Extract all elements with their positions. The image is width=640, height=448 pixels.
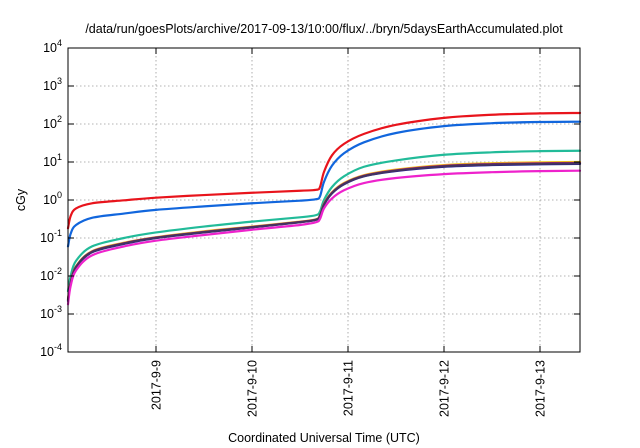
y-tick-label: 104 (43, 38, 62, 55)
chart-title: /data/run/goesPlots/archive/2017-09-13/1… (85, 22, 563, 36)
y-tick-label: 100 (43, 190, 62, 207)
series-line-8 (66, 169, 582, 306)
y-tick-label: 10-3 (40, 304, 62, 321)
series-line-2 (66, 120, 582, 248)
axis-ticks (68, 47, 580, 353)
x-tick-label: 2017-9-9 (150, 360, 164, 410)
series-line-1 (66, 111, 582, 230)
x-axis-label: Coordinated Universal Time (UTC) (228, 431, 420, 445)
series-line-3 (66, 149, 582, 293)
x-tick-label: 2017-9-11 (342, 360, 356, 416)
x-tick-labels: 2017-9-9 2017-9-10 2017-9-11 2017-9-12 2017-… (150, 360, 548, 417)
y-tick-label: 103 (43, 76, 62, 93)
y-tick-labels: 104 103 102 101 100 10-1 10-2 10-3 10-4 (40, 38, 62, 359)
y-axis-label: cGy (14, 188, 28, 211)
y-tick-label: 101 (43, 152, 62, 169)
y-tick-label: 10-2 (40, 266, 62, 283)
y-tick-label: 10-1 (40, 228, 62, 245)
x-tick-label: 2017-9-12 (438, 360, 452, 417)
y-tick-label: 102 (43, 114, 62, 131)
y-tick-label: 10-4 (40, 342, 62, 359)
series-group (66, 111, 582, 306)
x-tick-label: 2017-9-10 (246, 360, 260, 417)
x-tick-label: 2017-9-13 (534, 360, 548, 417)
series-line-7 (66, 162, 582, 302)
